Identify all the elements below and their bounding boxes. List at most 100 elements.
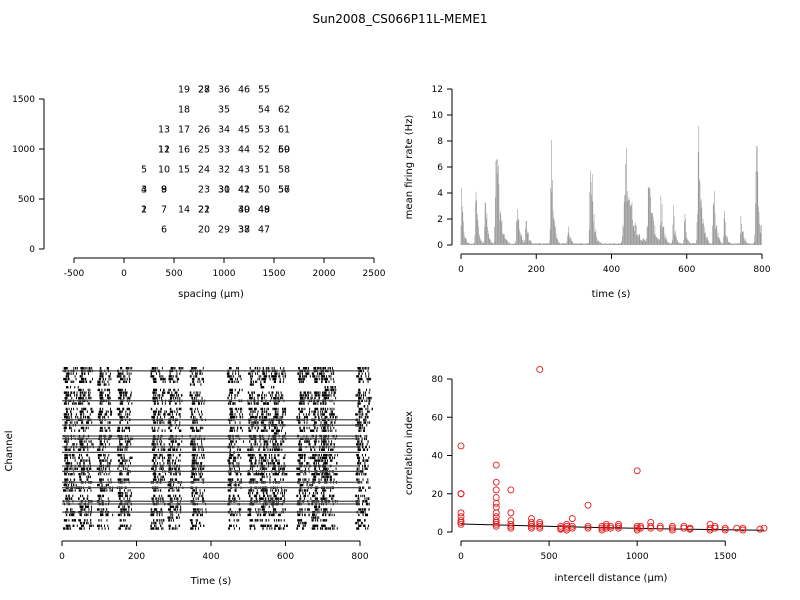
raster-spike bbox=[332, 448, 334, 451]
raster-spike bbox=[254, 456, 256, 460]
raster-spike bbox=[331, 413, 333, 416]
raster-spike bbox=[359, 462, 361, 465]
raster-spike bbox=[69, 527, 71, 530]
raster-spike bbox=[367, 440, 369, 443]
raster-spike bbox=[89, 396, 91, 400]
raster-spike-burst bbox=[298, 443, 301, 446]
raster-spike bbox=[108, 394, 110, 397]
raster-spike bbox=[320, 456, 322, 460]
raster-spike-burst bbox=[63, 426, 67, 430]
raster-spike bbox=[122, 391, 124, 394]
raster-spike bbox=[277, 453, 279, 457]
raster-spike bbox=[303, 367, 305, 370]
raster-spike bbox=[367, 407, 369, 411]
raster-spike-burst bbox=[358, 407, 363, 411]
raster-spike-burst bbox=[261, 410, 264, 413]
correlation-point bbox=[598, 526, 606, 534]
raster-spike-burst bbox=[168, 467, 172, 470]
raster-spike bbox=[300, 521, 302, 525]
raster-spike bbox=[370, 377, 372, 381]
raster-spike bbox=[84, 508, 86, 511]
raster-spike bbox=[271, 429, 273, 432]
raster-spike bbox=[124, 478, 126, 481]
raster-spike bbox=[362, 494, 364, 498]
raster-spike bbox=[75, 519, 77, 522]
raster-spike-burst bbox=[324, 386, 326, 389]
raster-spike bbox=[264, 467, 266, 470]
raster-spike-burst bbox=[249, 456, 254, 460]
electrode-label: 19 bbox=[178, 85, 190, 96]
raster-spike bbox=[200, 410, 202, 413]
raster-spike bbox=[81, 396, 83, 400]
raster-spike bbox=[322, 402, 324, 405]
raster-spike bbox=[68, 391, 70, 394]
correlation-point bbox=[584, 524, 592, 532]
raster-spike bbox=[86, 421, 88, 424]
raster-spike bbox=[318, 377, 320, 381]
raster-spike bbox=[363, 391, 365, 394]
raster-spike bbox=[130, 394, 132, 397]
raster-spike bbox=[126, 459, 128, 462]
raster-spike bbox=[270, 394, 272, 397]
raster-spike bbox=[71, 508, 73, 511]
raster-spike bbox=[121, 410, 123, 413]
raster-spike bbox=[362, 456, 364, 460]
raster-spike-burst bbox=[116, 429, 121, 432]
raster-spike bbox=[197, 407, 199, 411]
raster-spike bbox=[112, 489, 114, 492]
raster-spike-burst bbox=[63, 377, 67, 381]
raster-spike bbox=[158, 413, 160, 416]
raster-spike-burst bbox=[81, 421, 84, 424]
raster-spike bbox=[329, 429, 331, 432]
raster-spike bbox=[304, 367, 306, 370]
raster-spike bbox=[110, 410, 112, 413]
raster-spike bbox=[283, 491, 285, 495]
raster-spike bbox=[239, 407, 241, 411]
raster-spike bbox=[181, 367, 183, 370]
raster-spike bbox=[265, 497, 267, 500]
raster-spike bbox=[84, 459, 86, 462]
raster-spike bbox=[364, 415, 366, 419]
raster-spike-burst bbox=[153, 475, 157, 479]
raster-spike bbox=[239, 448, 241, 451]
raster-spike bbox=[367, 497, 369, 500]
electrode-label: 53 bbox=[258, 125, 270, 136]
raster-spike bbox=[101, 380, 103, 384]
raster-spike bbox=[259, 467, 261, 470]
raster-spike bbox=[83, 521, 85, 525]
raster-spike bbox=[173, 505, 175, 508]
raster-spike-burst bbox=[97, 383, 101, 386]
raster-spike bbox=[302, 491, 304, 495]
raster-spike bbox=[366, 415, 368, 419]
raster-spike bbox=[286, 524, 288, 528]
raster-spike bbox=[197, 508, 199, 511]
raster-spike bbox=[238, 453, 240, 457]
raster-spike-burst bbox=[99, 426, 103, 430]
raster-spike-burst bbox=[120, 508, 123, 511]
raster-spike-burst bbox=[272, 491, 276, 495]
raster-spike bbox=[303, 472, 305, 476]
correlation-point bbox=[607, 522, 615, 530]
raster-spike bbox=[88, 472, 90, 476]
raster-spike bbox=[266, 524, 268, 528]
raster-spike-burst bbox=[99, 421, 103, 424]
raster-spike bbox=[85, 426, 87, 430]
raster-spike bbox=[309, 429, 311, 432]
correlation-point bbox=[680, 522, 688, 530]
raster-spike bbox=[327, 367, 329, 370]
raster-spike bbox=[179, 407, 181, 411]
raster-spike bbox=[363, 472, 365, 476]
raster-spike bbox=[127, 478, 129, 481]
raster-spike bbox=[129, 407, 131, 411]
raster-spike-burst bbox=[117, 372, 122, 375]
raster-spike-burst bbox=[357, 367, 361, 370]
raster-spike bbox=[362, 448, 364, 451]
raster-spike bbox=[158, 494, 160, 498]
raster-spike bbox=[73, 453, 75, 457]
raster-spike bbox=[277, 462, 279, 465]
raster-spike bbox=[238, 467, 240, 470]
firing-rate-bars bbox=[460, 126, 762, 245]
raster-spike bbox=[369, 486, 371, 489]
raster-spike-burst bbox=[312, 524, 317, 528]
raster-spike bbox=[92, 524, 94, 528]
